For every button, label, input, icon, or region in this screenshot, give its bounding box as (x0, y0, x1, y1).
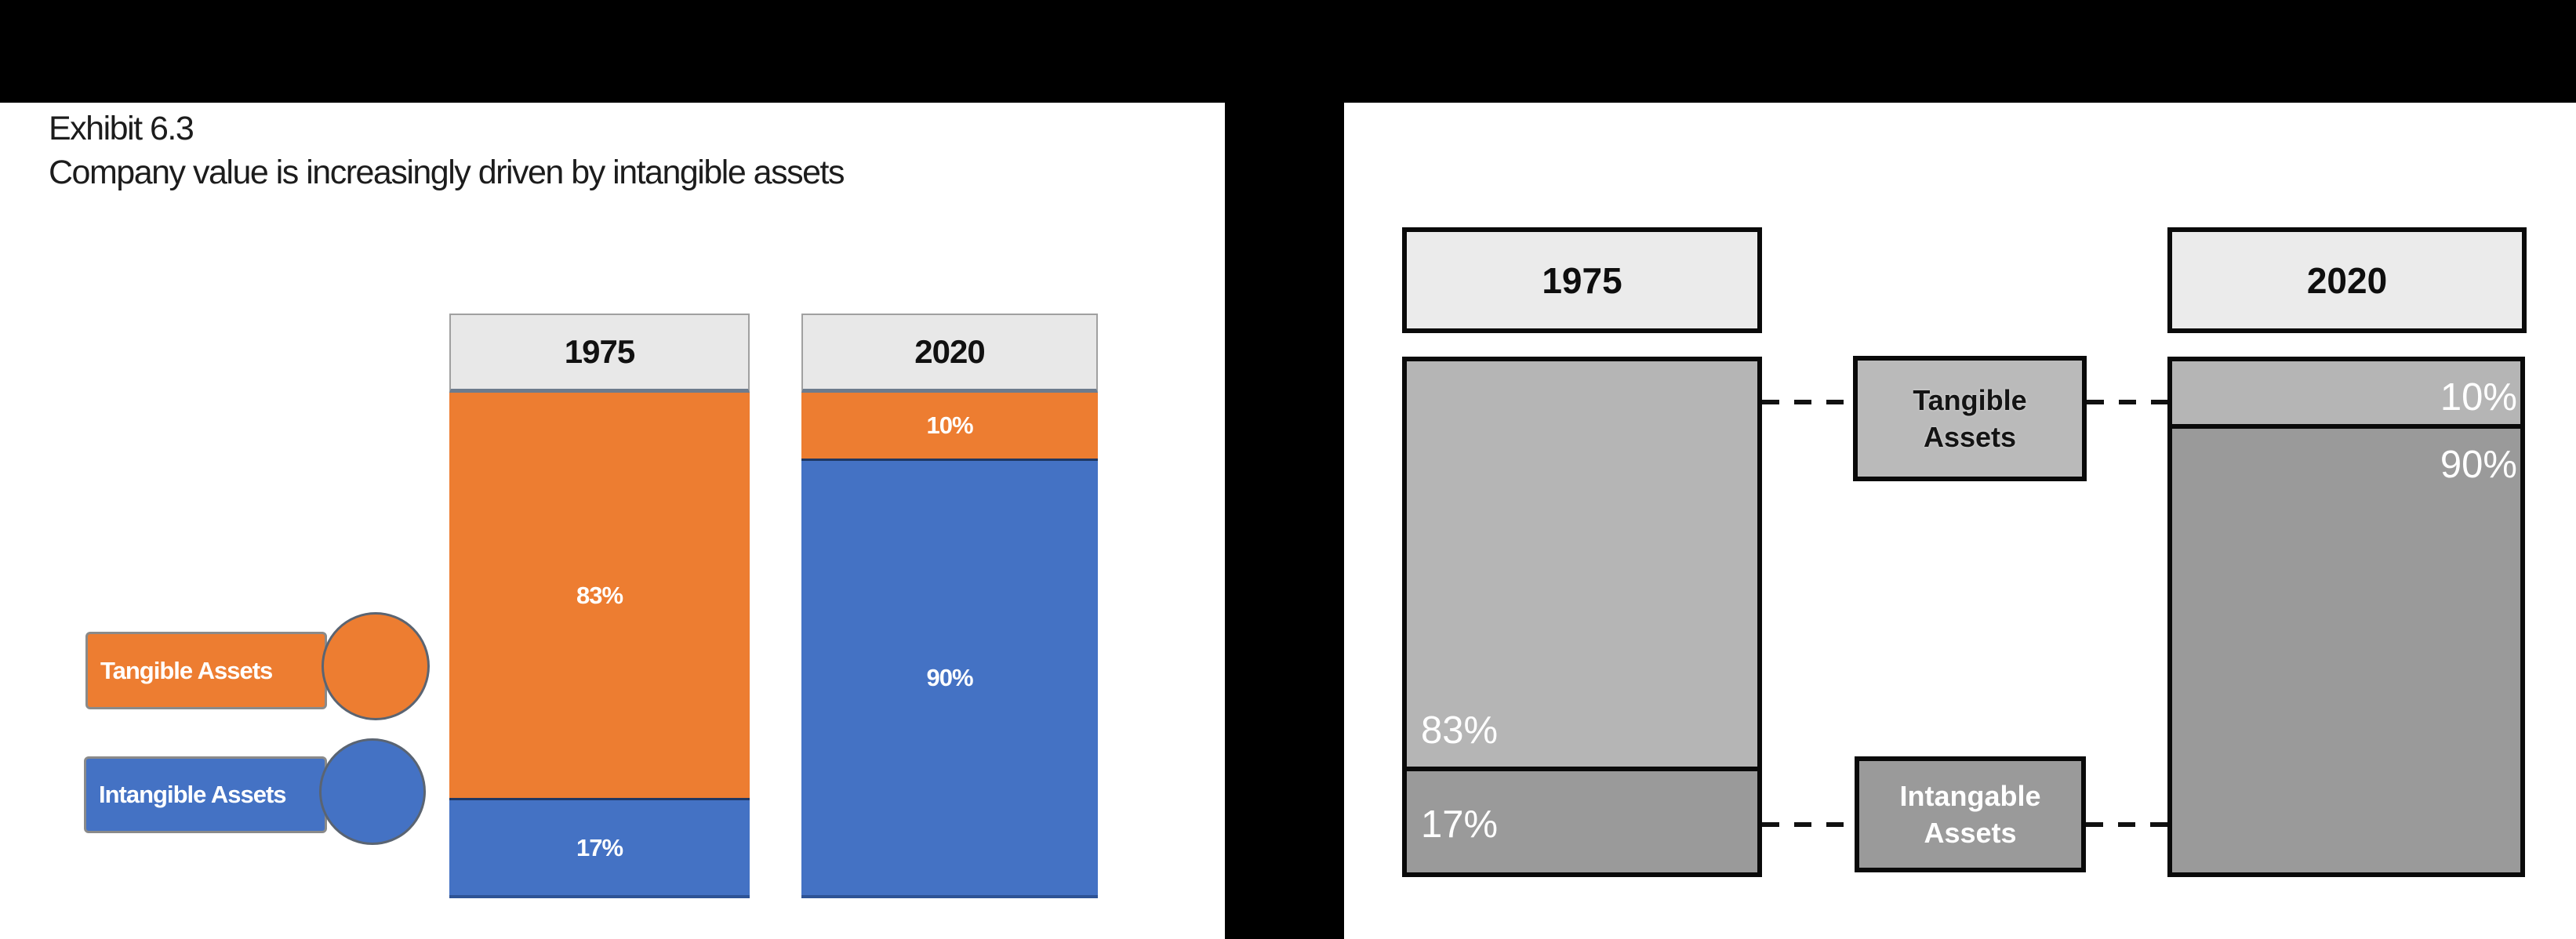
right-intangible-assets-label-box: Intangable Assets (1855, 756, 2086, 872)
right-tangible-assets-label-box: Tangible Assets (1853, 356, 2087, 481)
legend-tangible-pill: Tangible Assets (85, 632, 327, 709)
right-col-2020-bar (2167, 357, 2525, 877)
right-recreation-panel: 1975 2020 83% 17% 10% 90% Tangible Asset… (1344, 103, 2576, 939)
dash-intangible-right (2086, 822, 2167, 827)
right-2020-tangible-value: 10% (2440, 376, 2517, 419)
right-col-2020-header: 2020 (2167, 227, 2527, 333)
left-1975-tangible-value: 83% (576, 581, 623, 609)
left-col-2020-tangible-segment: 10% (801, 393, 1098, 459)
legend-intangible-pill: Intangible Assets (84, 756, 327, 833)
right-2020-intangible-value: 90% (2440, 444, 2517, 486)
exhibit-title: Company value is increasingly driven by … (49, 154, 845, 191)
right-1975-intangible-segment (1407, 767, 1757, 872)
left-col-1975-header: 1975 (449, 314, 750, 393)
legend-intangible-label: Intangible Assets (99, 781, 287, 808)
legend-tangible-circle-icon (322, 612, 430, 720)
dash-tangible-left (1762, 400, 1853, 404)
left-col-2020-intangible-segment: 90% (801, 459, 1098, 898)
left-col-2020-header: 2020 (801, 314, 1098, 393)
right-2020-intangible-segment (2172, 424, 2520, 872)
left-col-1975-tangible-segment: 83% (449, 393, 750, 798)
right-intangible-label-line1: Intangable (1899, 780, 2041, 812)
left-exhibit-panel: Exhibit 6.3 Company value is increasingl… (0, 103, 1225, 939)
dash-intangible-left (1762, 822, 1853, 827)
right-1975-tangible-value: 83% (1421, 709, 1499, 752)
right-col-1975-bar (1402, 357, 1762, 877)
right-intangible-label-line2: Assets (1924, 817, 2017, 849)
right-col-1975-header: 1975 (1402, 227, 1762, 333)
left-col-1975-intangible-segment: 17% (449, 798, 750, 898)
legend-intangible-circle-icon (319, 738, 426, 845)
right-1975-intangible-value: 17% (1421, 803, 1499, 846)
left-2020-intangible-value: 90% (926, 664, 973, 691)
left-1975-intangible-value: 17% (576, 833, 623, 861)
right-tangible-label-line1: Tangible (1913, 384, 2027, 416)
exhibit-number: Exhibit 6.3 (49, 110, 194, 147)
dash-tangible-right (2087, 400, 2167, 404)
right-tangible-label-line2: Assets (1923, 421, 2017, 453)
left-2020-tangible-value: 10% (926, 411, 973, 439)
legend-tangible-label: Tangible Assets (100, 656, 273, 684)
